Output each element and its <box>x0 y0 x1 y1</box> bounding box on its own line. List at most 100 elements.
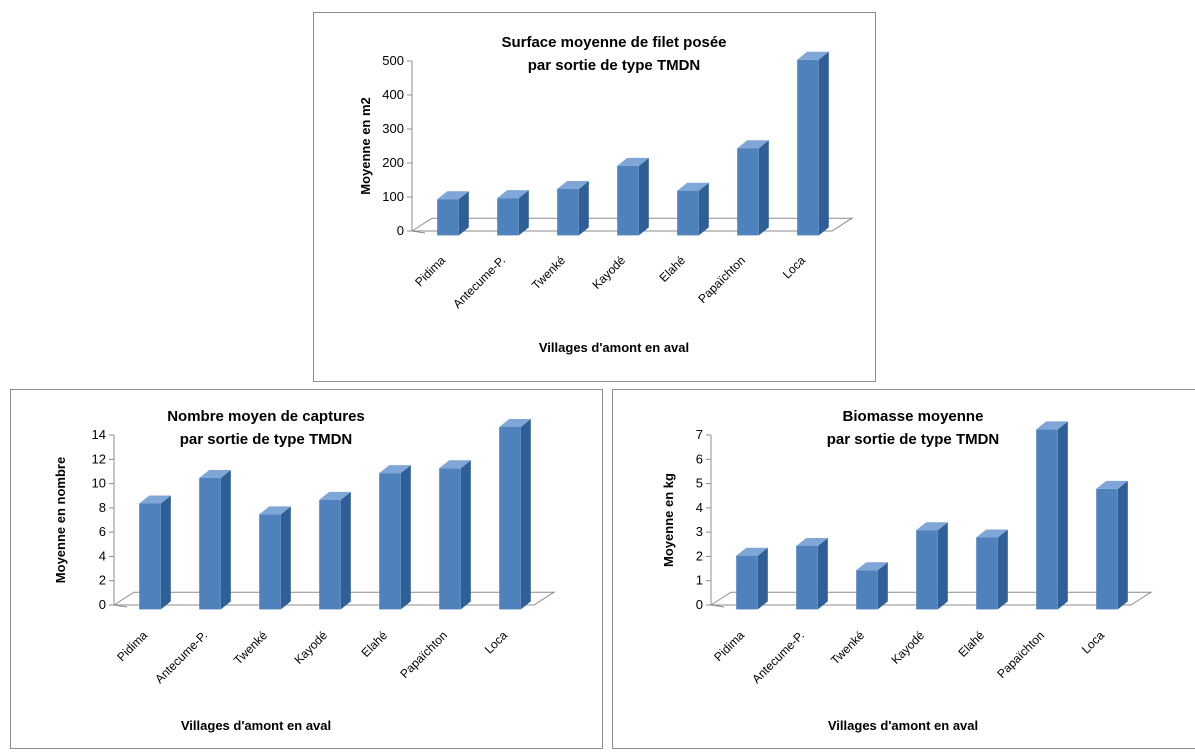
bar <box>319 499 341 610</box>
bar-top <box>1036 421 1068 430</box>
bar-top <box>796 538 828 546</box>
bar-side <box>638 157 649 236</box>
bar <box>379 473 401 610</box>
bar <box>797 59 819 236</box>
y-tick-label: 0 <box>397 223 404 238</box>
x-category-label: Pidima <box>711 628 747 664</box>
y-tick-label: 1 <box>696 573 703 588</box>
bar <box>199 478 221 610</box>
x-category-label: Loca <box>780 253 809 282</box>
bar-side <box>937 522 948 610</box>
bar-side <box>220 470 231 610</box>
bar-top <box>677 182 709 191</box>
x-category-label: Antecume-P. <box>450 253 508 311</box>
bar-top <box>916 522 948 531</box>
y-tick-label: 14 <box>92 427 106 442</box>
bar <box>736 555 758 610</box>
bar-top <box>797 51 829 60</box>
bar-side <box>458 191 469 236</box>
y-tick-label: 100 <box>382 189 404 204</box>
bar <box>439 468 461 610</box>
bar-top <box>617 157 649 166</box>
chart-biomasse-svg: Biomasse moyenne par sortie de type TMDN 0… <box>661 408 1153 733</box>
bar <box>259 514 281 610</box>
bar-side <box>400 465 411 610</box>
bar <box>499 427 521 610</box>
bar-side <box>877 562 888 610</box>
x-axis-label: Villages d'amont en aval <box>181 718 331 733</box>
y-axis-label: Moyenne en nombre <box>53 457 68 583</box>
bar-side <box>578 181 589 236</box>
bar <box>617 165 639 236</box>
x-category-label: Loca <box>1079 628 1108 657</box>
x-category-label: Papaïchton <box>397 628 450 681</box>
bar <box>916 530 938 610</box>
bar-top <box>557 181 589 189</box>
y-tick-label: 0 <box>696 597 703 612</box>
bar <box>497 198 519 236</box>
chart-captures-svg: Nombre moyen de captures par sortie de ty… <box>53 408 556 733</box>
y-tick-label: 4 <box>696 500 703 515</box>
bar-top <box>499 419 531 427</box>
bar-side <box>520 419 531 610</box>
bar <box>557 189 579 236</box>
bar-side <box>757 547 768 610</box>
chart-title-line: par sortie de type TMDN <box>827 431 1000 448</box>
bar <box>796 546 818 610</box>
floor-edge <box>113 604 128 608</box>
y-tick-label: 8 <box>99 500 106 515</box>
bar-top <box>379 465 411 474</box>
x-category-label: Loca <box>482 628 511 657</box>
bar-top <box>199 470 231 478</box>
x-category-label: Elahé <box>956 628 988 660</box>
x-category-label: Pidima <box>412 253 448 289</box>
bar-side <box>518 190 529 236</box>
bar-top <box>437 191 469 200</box>
bar-top <box>856 562 888 571</box>
bar-top <box>497 190 529 199</box>
bar-top <box>439 460 471 469</box>
y-tick-label: 3 <box>696 524 703 539</box>
bar <box>139 503 161 610</box>
bar-side <box>997 529 1008 610</box>
x-category-label: Twenké <box>828 628 867 667</box>
x-category-label: Papaïchton <box>994 628 1047 681</box>
bar <box>1036 429 1058 610</box>
bar-top <box>976 529 1008 538</box>
y-tick-label: 4 <box>99 548 106 563</box>
bar-side <box>817 538 828 610</box>
bar <box>856 570 878 610</box>
bar-top <box>139 495 171 504</box>
bar <box>1096 488 1118 610</box>
x-category-label: Kayodé <box>888 628 927 667</box>
x-axis-label: Villages d'amont en aval <box>828 718 978 733</box>
y-tick-label: 300 <box>382 121 404 136</box>
x-category-label: Antecume-P. <box>749 628 807 686</box>
x-category-label: Elahé <box>359 628 391 660</box>
x-category-label: Elahé <box>657 253 689 285</box>
bar <box>737 148 759 236</box>
y-tick-label: 10 <box>92 476 106 491</box>
y-tick-label: 500 <box>382 53 404 68</box>
bar-side <box>698 182 709 236</box>
x-category-label: Antecume-P. <box>152 628 210 686</box>
y-tick-label: 200 <box>382 155 404 170</box>
chart-title-line: Nombre moyen de captures <box>167 408 365 425</box>
y-tick-label: 2 <box>696 548 703 563</box>
bar-side <box>340 491 351 610</box>
bar <box>677 190 699 236</box>
bar-top <box>259 506 291 515</box>
bar-top <box>1096 480 1128 489</box>
x-category-label: Papaïchton <box>695 253 748 306</box>
bar-side <box>160 495 171 610</box>
y-axis-label: Moyenne en m2 <box>358 97 373 195</box>
bar-side <box>758 140 769 236</box>
chart-panel-captures: Nombre moyen de captures par sortie de ty… <box>10 389 603 749</box>
y-tick-label: 6 <box>99 524 106 539</box>
chart-title-line: par sortie de type TMDN <box>528 57 701 74</box>
bar-top <box>319 491 351 500</box>
bar-side <box>1057 421 1068 610</box>
bar <box>976 537 998 610</box>
y-tick-label: 6 <box>696 451 703 466</box>
bar-top <box>736 547 768 556</box>
